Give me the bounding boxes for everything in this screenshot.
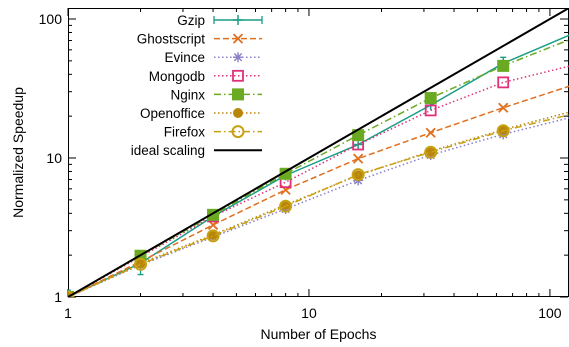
data-point [496, 124, 510, 138]
legend-label: ideal scaling [131, 143, 205, 158]
x-tick-label: 1 [64, 305, 72, 321]
data-point [425, 127, 436, 138]
data-point [206, 229, 220, 243]
legend-marker [233, 108, 243, 118]
series-line-firefox [68, 114, 569, 297]
data-point [134, 257, 148, 271]
legend-item-nginx: Nginx [170, 87, 262, 102]
legend-label: Mongodb [149, 69, 205, 84]
legend-marker [232, 69, 244, 82]
x-axis-ticks: 1 10 100 [64, 8, 562, 321]
x-tick-label: 10 [301, 305, 317, 321]
data-point [279, 199, 293, 213]
series-line-ideal-scaling [68, 8, 569, 297]
x-axis-label: Number of Epochs [261, 326, 377, 342]
y-axis-ticks: 1 10 100 [39, 11, 568, 305]
series-layer [68, 8, 569, 297]
data-point [498, 102, 509, 113]
series-line-openoffice [68, 111, 569, 297]
legend-marker [232, 88, 244, 101]
data-point [208, 229, 219, 240]
data-point [424, 104, 437, 117]
x-tick-label: 100 [538, 305, 562, 321]
legend-label: Evince [164, 50, 205, 65]
legend-item-mongodb: Mongodb [149, 69, 262, 84]
data-point [351, 168, 365, 182]
series-firefox [68, 114, 569, 297]
series-evince [68, 117, 569, 297]
y-tick-label: 100 [39, 11, 63, 27]
legend-item-firefox: Firefox [164, 125, 262, 140]
series-ideal-scaling [68, 8, 569, 297]
legend-item-openoffice: Openoffice [140, 106, 262, 121]
data-point [424, 92, 437, 105]
legend-label: Firefox [164, 125, 206, 140]
data-point [497, 76, 510, 89]
legend-label: Openoffice [140, 106, 205, 121]
legend-marker [233, 15, 243, 25]
series-line-ghostscript [68, 85, 569, 297]
legend-marker [231, 125, 245, 139]
legend-item-ghostscript: Ghostscript [137, 32, 262, 47]
legend-item-ideal-scaling: ideal scaling [131, 143, 262, 158]
data-point [424, 145, 438, 159]
data-point [353, 153, 364, 164]
data-point [353, 139, 364, 150]
data-point [497, 59, 510, 72]
legend-label: Ghostscript [137, 32, 206, 47]
y-axis-label: Normalized Speedup [10, 87, 26, 218]
legend-marker [232, 33, 244, 44]
legend-item-gzip: Gzip [177, 13, 263, 28]
series-line-mongodb [68, 65, 569, 297]
error-bar [68, 289, 71, 297]
legend-label: Nginx [170, 87, 205, 102]
legend-item-evince: Evince [164, 50, 262, 65]
y-tick-label: 1 [54, 289, 62, 305]
legend-marker [233, 52, 243, 63]
series-openoffice [68, 111, 569, 297]
y-tick-label: 10 [46, 150, 62, 166]
data-point [498, 124, 509, 135]
legend-label: Gzip [177, 13, 205, 28]
legend-error-cap [213, 16, 263, 24]
legend: Gzip Ghostscript Evince Mongodb Nginx Openoff… [131, 13, 263, 158]
